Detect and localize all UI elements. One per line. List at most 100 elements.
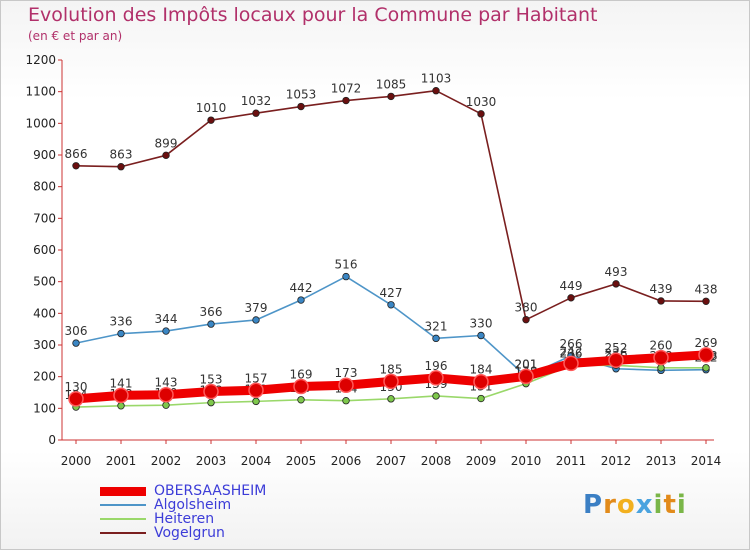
data-point-vogelgrun bbox=[702, 297, 710, 305]
data-point-algolsheim bbox=[432, 334, 440, 343]
logo-letter: x bbox=[635, 490, 654, 520]
data-point-obersaasheim bbox=[338, 377, 354, 393]
data-label-obersaasheim: 130 bbox=[65, 380, 88, 394]
x-tick-label: 2012 bbox=[601, 454, 632, 468]
logo-letter: r bbox=[603, 490, 617, 520]
x-tick-label: 2013 bbox=[646, 454, 677, 468]
data-point-algolsheim bbox=[252, 316, 260, 324]
logo-letter: P bbox=[583, 490, 604, 520]
x-tick-label: 2007 bbox=[376, 454, 407, 468]
data-label-obersaasheim: 141 bbox=[110, 376, 133, 390]
data-label-obersaasheim: 169 bbox=[290, 367, 313, 381]
legend-label: Algolsheim bbox=[154, 497, 232, 513]
data-label-vogelgrun: 1103 bbox=[421, 72, 452, 86]
data-label-vogelgrun: 1030 bbox=[466, 95, 497, 109]
data-point-obersaasheim bbox=[518, 368, 534, 385]
y-tick-label: 700 bbox=[33, 211, 56, 225]
data-point-obersaasheim bbox=[653, 349, 669, 366]
data-point-heiteren bbox=[297, 396, 305, 404]
chart-title: Evolution des Impôts locaux pour la Comm… bbox=[28, 4, 598, 26]
data-point-vogelgrun bbox=[207, 116, 215, 124]
data-label-vogelgrun: 449 bbox=[560, 279, 583, 293]
data-point-algolsheim bbox=[387, 301, 395, 309]
legend-label: Vogelgrun bbox=[154, 525, 225, 541]
data-label-obersaasheim: 185 bbox=[380, 362, 403, 376]
data-label-algolsheim: 201 bbox=[515, 357, 538, 371]
data-point-obersaasheim bbox=[428, 370, 444, 386]
data-point-algolsheim bbox=[162, 327, 170, 335]
legend-label: OBERSAASHEIM bbox=[154, 483, 267, 499]
legend-item-vogelgrun: Vogelgrun bbox=[100, 526, 266, 540]
data-label-vogelgrun: 439 bbox=[650, 282, 673, 296]
x-tick-label: 2003 bbox=[196, 454, 227, 468]
data-point-heiteren bbox=[162, 401, 170, 409]
data-label-obersaasheim: 242 bbox=[560, 344, 583, 358]
x-tick-label: 2006 bbox=[331, 454, 362, 468]
x-tick-label: 2010 bbox=[511, 454, 542, 468]
data-point-obersaasheim bbox=[293, 378, 309, 395]
legend-swatch bbox=[100, 518, 146, 520]
y-tick-label: 1200 bbox=[25, 53, 56, 67]
data-point-vogelgrun bbox=[162, 151, 170, 160]
data-point-obersaasheim bbox=[248, 382, 264, 399]
x-tick-label: 2009 bbox=[466, 454, 497, 468]
data-point-obersaasheim bbox=[698, 347, 714, 363]
data-point-heiteren bbox=[657, 364, 665, 372]
legend-item-algolsheim: Algolsheim bbox=[100, 498, 266, 512]
data-label-algolsheim: 516 bbox=[335, 258, 358, 272]
y-tick-label: 0 bbox=[48, 433, 56, 447]
chart-subtitle: (en € et par an) bbox=[28, 29, 123, 43]
x-tick-label: 2011 bbox=[556, 454, 587, 468]
x-tick-label: 2008 bbox=[421, 454, 452, 468]
data-label-obersaasheim: 173 bbox=[335, 366, 358, 380]
data-point-heiteren bbox=[432, 392, 440, 400]
y-tick-label: 400 bbox=[33, 306, 56, 320]
logo-letter: o bbox=[616, 490, 636, 520]
data-point-vogelgrun bbox=[432, 87, 440, 95]
data-point-obersaasheim bbox=[203, 383, 219, 400]
logo-letter: i bbox=[676, 490, 687, 520]
data-label-heiteren: 236 bbox=[560, 346, 583, 360]
data-point-heiteren bbox=[117, 402, 125, 410]
data-point-obersaasheim bbox=[383, 373, 399, 390]
legend-swatch bbox=[100, 504, 146, 506]
data-label-obersaasheim: 252 bbox=[605, 341, 628, 355]
x-tick-label: 2014 bbox=[691, 454, 722, 468]
data-label-algolsheim: 306 bbox=[65, 324, 88, 338]
legend-swatch bbox=[100, 486, 146, 496]
data-label-obersaasheim: 157 bbox=[245, 371, 268, 385]
data-label-vogelgrun: 1072 bbox=[331, 82, 362, 96]
data-point-vogelgrun bbox=[567, 294, 575, 302]
data-label-algolsheim: 379 bbox=[245, 301, 268, 315]
y-tick-label: 500 bbox=[33, 275, 56, 289]
data-label-obersaasheim: 201 bbox=[515, 357, 538, 371]
y-tick-label: 1000 bbox=[25, 116, 56, 130]
legend: OBERSAASHEIM Algolsheim Heiteren Vogelgr… bbox=[100, 484, 266, 540]
data-point-vogelgrun bbox=[252, 109, 260, 117]
y-tick-label: 300 bbox=[33, 338, 56, 352]
legend-item-heiteren: Heiteren bbox=[100, 512, 266, 526]
data-point-heiteren bbox=[702, 364, 710, 372]
legend-label: Heiteren bbox=[154, 511, 215, 527]
y-tick-label: 1100 bbox=[25, 85, 56, 99]
data-label-algolsheim: 442 bbox=[290, 281, 313, 295]
data-label-algolsheim: 336 bbox=[110, 315, 133, 329]
data-point-heiteren bbox=[342, 397, 350, 405]
data-point-vogelgrun bbox=[522, 315, 530, 324]
data-label-vogelgrun: 1032 bbox=[241, 94, 272, 108]
data-point-algolsheim bbox=[477, 331, 485, 340]
data-point-heiteren bbox=[477, 394, 485, 403]
data-label-algolsheim: 330 bbox=[470, 317, 493, 331]
data-point-obersaasheim bbox=[113, 387, 129, 404]
logo-letter: t bbox=[663, 490, 677, 520]
x-tick-label: 2001 bbox=[106, 454, 137, 468]
data-label-vogelgrun: 380 bbox=[515, 301, 538, 315]
data-point-algolsheim bbox=[117, 329, 125, 338]
y-tick-label: 800 bbox=[33, 180, 56, 194]
data-point-algolsheim bbox=[342, 272, 350, 281]
data-label-obersaasheim: 196 bbox=[425, 359, 448, 373]
x-tick-label: 2000 bbox=[61, 454, 92, 468]
data-label-algolsheim: 321 bbox=[425, 319, 448, 333]
data-label-vogelgrun: 863 bbox=[110, 148, 133, 162]
